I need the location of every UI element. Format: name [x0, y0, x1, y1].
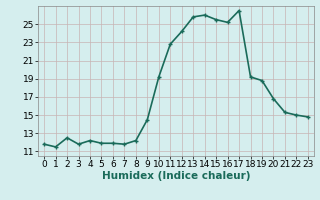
X-axis label: Humidex (Indice chaleur): Humidex (Indice chaleur)	[102, 171, 250, 181]
